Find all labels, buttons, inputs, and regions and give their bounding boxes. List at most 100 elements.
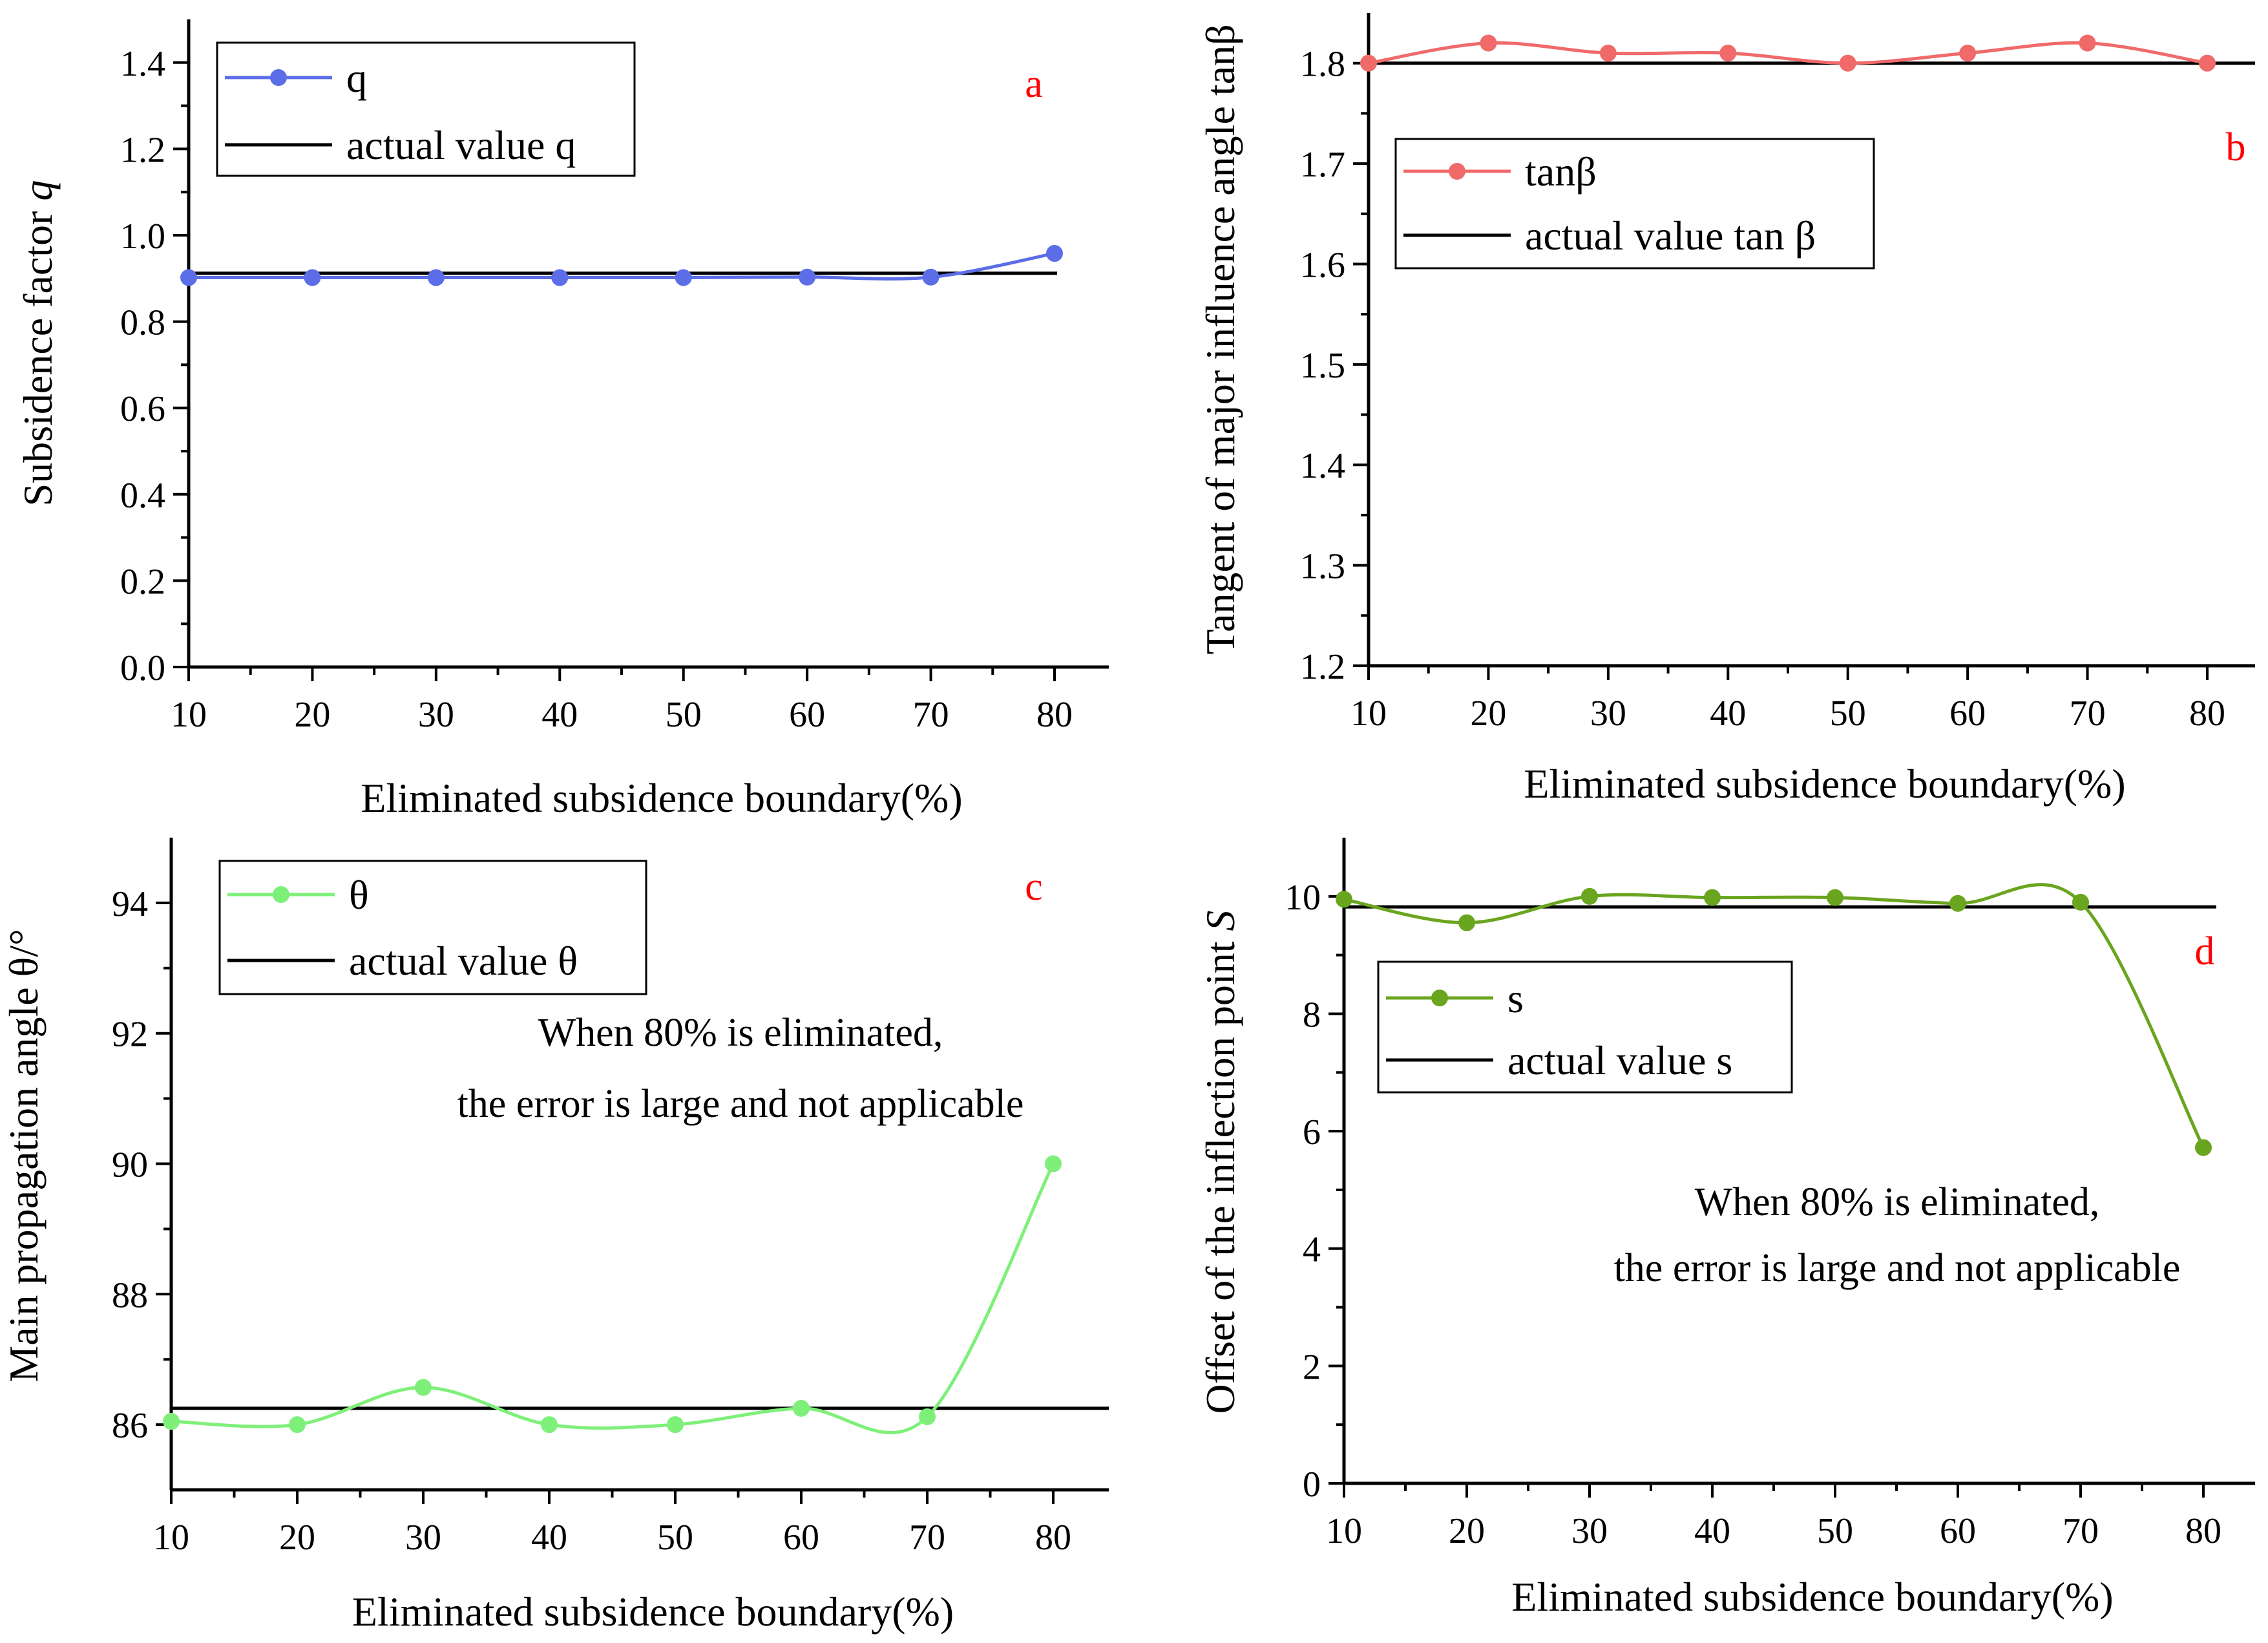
x-tick-label: 20 [1470,694,1506,734]
x-tick-label: 60 [789,695,825,735]
x-tick-label: 30 [418,695,454,735]
data-point [793,1399,810,1417]
chart-panel-b: 10 20 30 40 50 60 70 80 1.2 1.3 1.4 1.5 1.6 1.7 1.8 Eli… [1197,13,2255,807]
x-axis-label: Eliminated subsidence boundary(%) [361,775,962,821]
series-line [1343,883,2205,1149]
x-tick-label: 60 [1949,694,1986,734]
y-tick-label: 8 [1303,995,1321,1035]
x-tick-label: 10 [171,695,207,735]
series-line [189,251,1055,281]
x-tick-label: 20 [279,1518,315,1558]
y-tick-label: 1.2 [1300,647,1345,687]
x-tick-label: 40 [1694,1511,1730,1551]
annotation-line-1: When 80% is eliminated, [538,1011,943,1055]
y-tick-label: 0 [1303,1465,1321,1505]
x-tick-label: 40 [531,1518,567,1558]
legend-box [1394,138,1875,270]
y-tick-label: 1.3 [1300,547,1345,587]
data-point [1045,1155,1062,1172]
legend-series-marker [270,69,287,86]
data-point [667,1416,684,1434]
data-point [1839,54,1856,72]
data-point [1704,889,1721,906]
legend-series-marker [1431,990,1448,1006]
y-tick-label: 0.6 [120,389,165,429]
y-tick-label: 6 [1303,1112,1321,1152]
chart-panel-c: 10 20 30 40 50 60 70 80 86 88 90 92 94 Eliminated sub… [1,838,1109,1635]
y-tick-label: 94 [112,884,148,924]
legend-series-label: s [1507,975,1524,1021]
data-point [1336,891,1352,908]
y-tick-label: 0.2 [120,562,165,602]
x-tick-label: 10 [1326,1511,1362,1551]
y-tick-label: 90 [112,1145,148,1185]
y-tick-label: 0.8 [120,303,165,343]
data-point [1360,54,1377,72]
x-tick-label: 10 [1350,694,1387,734]
y-tick-label: 2 [1303,1347,1321,1387]
x-tick-label: 30 [1590,694,1626,734]
x-tick-label: 60 [1940,1511,1976,1551]
data-point [675,269,692,286]
x-tick-label: 50 [657,1518,693,1558]
data-point [304,269,321,286]
annotation-line-2: the error is large and not applicable [1614,1246,2181,1290]
legend-actual-label: actual value tan β [1525,213,1816,259]
data-point [919,1408,936,1425]
data-point [180,269,197,286]
legend-series-marker [1449,163,1465,180]
series-line [171,1163,1055,1435]
legend: q actual value q [216,41,636,177]
x-tick-label: 70 [909,1518,945,1558]
x-axis-label: Eliminated subsidence boundary(%) [352,1589,954,1635]
data-point [427,269,445,286]
y-tick-label: 1.5 [1300,346,1345,386]
data-point [2195,1139,2212,1156]
data-point [1480,34,1497,52]
y-tick-label: 1.4 [120,44,165,84]
x-tick-label: 10 [153,1518,189,1558]
x-axis-label: Eliminated subsidence boundary(%) [1524,761,2125,807]
y-tick-label: 86 [112,1406,148,1446]
x-tick-label: 60 [783,1518,819,1558]
x-tick-label: 80 [2185,1511,2221,1551]
panel-label: d [2195,929,2215,973]
legend-actual-label: actual value θ [349,938,578,984]
legend-box [218,860,647,995]
data-point [1458,914,1475,931]
data-point [2072,893,2089,911]
x-tick-label: 40 [541,695,578,735]
y-tick-label: 10 [1285,878,1321,918]
x-tick-label: 80 [1036,695,1073,735]
x-tick-label: 80 [2189,694,2225,734]
data-point [1827,889,1843,906]
legend-box [1377,960,1793,1094]
legend-series-label: q [346,55,367,101]
data-point [1719,45,1737,62]
y-tick-label: 1.8 [1300,45,1345,85]
y-tick-label: 1.6 [1300,245,1345,285]
x-tick-label: 30 [1571,1511,1608,1551]
data-point [799,268,816,286]
legend-series-label: tanβ [1525,149,1597,195]
y-tick-label: 0.0 [120,648,165,688]
y-tick-label: 4 [1303,1230,1321,1270]
y-axis-label: Subsidence factor q [15,180,61,507]
x-tick-label: 20 [1449,1511,1485,1551]
y-axis-label: Offset of the inflection point S [1197,910,1243,1414]
data-point [922,268,940,286]
data-point [1959,45,1977,62]
data-point [2199,54,2216,72]
panel-label: b [2226,125,2246,169]
legend: tanβ actual value tan β [1394,138,1875,270]
x-tick-label: 70 [913,695,949,735]
legend-series-marker [273,886,289,903]
data-point [541,1416,558,1434]
data-point [2079,34,2096,52]
chart-panel-d: 10 20 30 40 50 60 70 80 0 2 4 6 8 10 Eliminated subsid… [1197,838,2255,1620]
legend: θ actual value θ [218,860,647,995]
annotation-line-2: the error is large and not applicable [457,1082,1024,1126]
y-tick-label: 88 [112,1275,148,1315]
panel-label: c [1025,865,1043,909]
